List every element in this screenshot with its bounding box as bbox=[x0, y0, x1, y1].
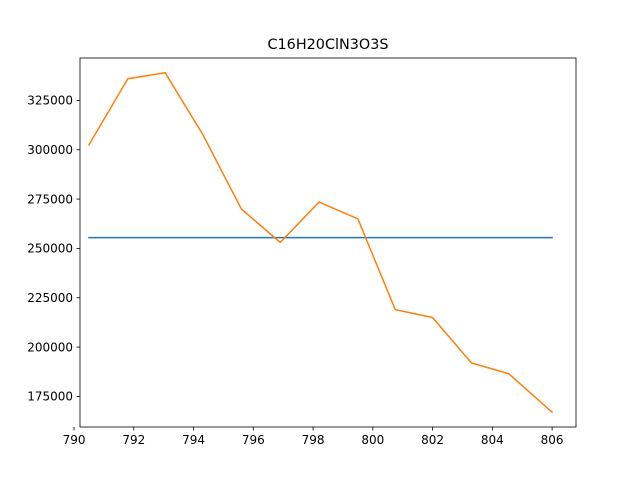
x-tick-label: 806 bbox=[541, 433, 564, 447]
axes-layer: 790 792 794 796 798 800 802 804 806 175000 200000 2… bbox=[27, 57, 577, 447]
plot-frame bbox=[79, 57, 577, 428]
series-layer bbox=[87, 72, 554, 414]
y-tick-label: 325000 bbox=[27, 94, 73, 108]
y-tick-label: 200000 bbox=[27, 340, 73, 354]
x-tick-label: 790 bbox=[63, 433, 86, 447]
x-tick-label: 798 bbox=[302, 433, 325, 447]
y-tick-label: 300000 bbox=[27, 143, 73, 157]
chart-title: C16H20ClN3O3S bbox=[267, 37, 388, 53]
x-tick-label: 794 bbox=[182, 433, 205, 447]
y-tick-label: 250000 bbox=[27, 242, 73, 256]
y-tick-label: 275000 bbox=[27, 192, 73, 206]
y-tick-label: 175000 bbox=[27, 390, 73, 404]
x-tick-label: 792 bbox=[122, 433, 145, 447]
x-tick-label: 804 bbox=[481, 433, 504, 447]
y-tick-label: 225000 bbox=[27, 291, 73, 305]
x-tick-label: 796 bbox=[242, 433, 265, 447]
x-tick-label: 802 bbox=[421, 433, 444, 447]
series-line-2 bbox=[87, 72, 554, 414]
x-tick-label: 800 bbox=[361, 433, 384, 447]
